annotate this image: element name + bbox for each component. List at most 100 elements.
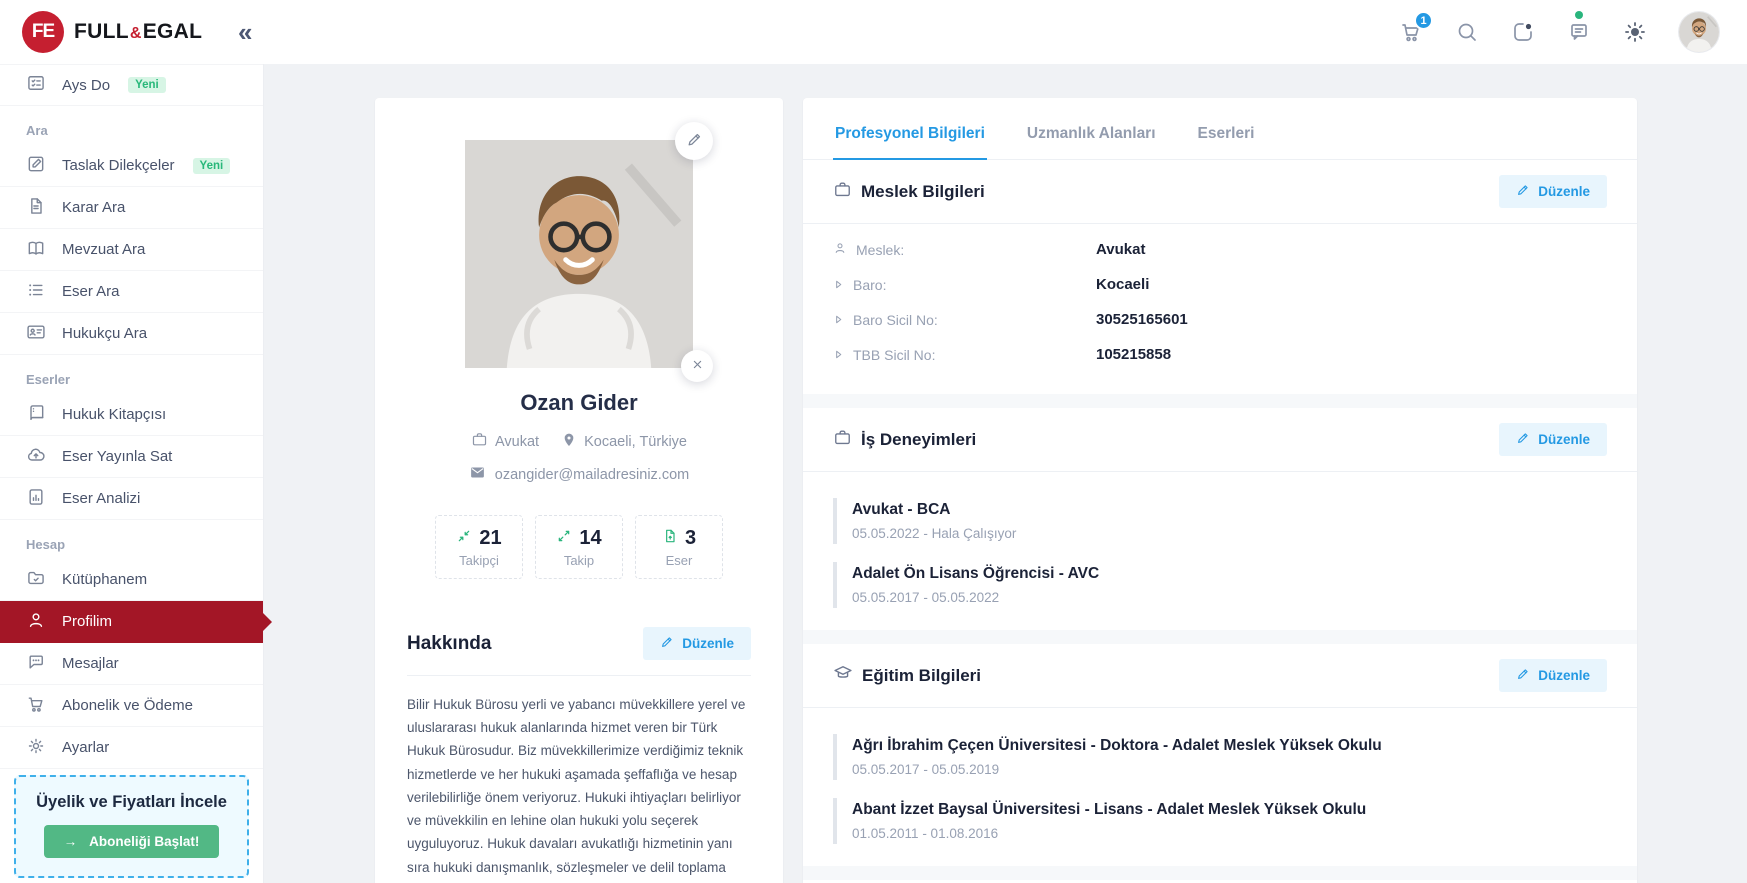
education-title: Abant İzzet Baysal Üniversitesi - Lisans…: [852, 801, 1367, 818]
membership-promo-box: Üyelik ve Fiyatları İncele → Aboneliği B…: [14, 775, 249, 878]
start-subscription-button[interactable]: → Aboneliği Başlat!: [43, 825, 220, 858]
sidebar-item-label: Mesajlar: [62, 655, 119, 672]
sidebar-item-hukukcu-ara[interactable]: Hukukçu Ara: [0, 313, 263, 355]
sidebar-item-ays-do[interactable]: Ays Do Yeni: [0, 64, 263, 106]
sidebar-item-abonelik-ve-odeme[interactable]: Abonelik ve Ödeme: [0, 685, 263, 727]
sidebar-section-ara: Ara: [26, 123, 48, 138]
new-badge: Yeni: [128, 77, 166, 93]
stat-works: 3 Eser: [635, 515, 723, 579]
stat-label: Takipçi: [459, 552, 499, 568]
online-status-dot: [1575, 11, 1583, 19]
profile-photo-wrap: [465, 122, 713, 382]
profile-stats: 21 Takipçi 14 Takip 3 Eser: [407, 515, 751, 579]
sidebar: Ays Do Yeni Ara Taslak Dilekçeler Yeni K…: [0, 64, 264, 883]
photo-edit-button[interactable]: [675, 122, 713, 160]
section-education: Eğitim Bilgileri Düzenle Ağrı İbrahim Çe…: [803, 644, 1637, 866]
about-header: Hakkında Düzenle: [407, 627, 751, 660]
sidebar-item-label: Ayarlar: [62, 739, 110, 756]
sidebar-item-mesajlar[interactable]: Mesajlar: [0, 643, 263, 685]
sidebar-item-label: Abonelik ve Ödeme: [62, 697, 193, 714]
brand-logo[interactable]: FE FULL&EGAL: [0, 11, 236, 53]
profession-meta: Avukat: [471, 431, 539, 452]
experience-period: 05.05.2022 - Hala Çalışıyor: [852, 526, 1017, 541]
cart-icon[interactable]: 1: [1399, 11, 1433, 44]
chat-icon: [26, 652, 46, 676]
field-meslek: Meslek: Avukat: [833, 232, 1607, 267]
cart-icon: [26, 694, 46, 718]
envelope-icon: [469, 464, 486, 485]
pencil-icon: [1516, 183, 1530, 200]
sidebar-item-eser-yayinla-sat[interactable]: Eser Yayınla Sat: [0, 436, 263, 478]
new-badge: Yeni: [192, 157, 231, 174]
user-icon: [26, 610, 46, 634]
section-header: Meslek Bilgileri Düzenle: [803, 160, 1637, 224]
pencil-icon: [1516, 431, 1530, 448]
section-gap: [803, 630, 1637, 644]
messages-icon[interactable]: [1567, 11, 1591, 44]
section-gap: [803, 866, 1637, 880]
stat-label: Takip: [563, 552, 595, 568]
photo-remove-button[interactable]: [681, 350, 713, 382]
field-baro-sicil-no: Baro Sicil No: 30525165601: [833, 302, 1607, 337]
profession-edit-button[interactable]: Düzenle: [1499, 175, 1607, 208]
sidebar-section-eserler: Eserler: [26, 372, 71, 387]
cart-count-badge: 1: [1414, 11, 1433, 30]
sidebar-item-taslak-dilekceler[interactable]: Taslak Dilekçeler Yeni: [0, 145, 263, 187]
sidebar-item-label: Profilim: [62, 613, 113, 630]
sidebar-item-eser-ara[interactable]: Eser Ara: [0, 271, 263, 313]
stat-value: 21: [479, 526, 502, 549]
id-card-icon: [26, 322, 46, 346]
briefcase-icon: [471, 431, 488, 452]
list-icon: [26, 280, 46, 304]
sidebar-item-ayarlar[interactable]: Ayarlar: [0, 727, 263, 769]
gear-icon: [26, 736, 46, 760]
folder-icon: [26, 568, 46, 592]
location-meta: Kocaeli, Türkiye: [561, 431, 687, 452]
close-icon: [690, 357, 705, 375]
section-experience: İş Deneyimleri Düzenle Avukat - BCA 05.0…: [803, 408, 1637, 630]
pencil-icon: [660, 635, 674, 652]
sidebar-item-hukuk-kitapcisi[interactable]: Hukuk Kitapçısı: [0, 394, 263, 436]
caret-icon: [833, 347, 844, 363]
updates-icon[interactable]: [1511, 20, 1535, 44]
cloud-upload-icon: [26, 445, 46, 469]
topbar-actions: 1: [1399, 11, 1747, 52]
sidebar-item-mevzuat-ara[interactable]: Mevzuat Ara: [0, 229, 263, 271]
experience-edit-button[interactable]: Düzenle: [1499, 423, 1607, 456]
experience-item: Adalet Ön Lisans Öğrencisi - AVC 05.05.2…: [833, 562, 1607, 608]
sidebar-item-karar-ara[interactable]: Karar Ara: [0, 187, 263, 229]
section-title: İş Deneyimleri: [861, 429, 977, 449]
field-value: 105215858: [1096, 346, 1172, 363]
theme-toggle-icon[interactable]: [1623, 20, 1647, 44]
search-icon[interactable]: [1455, 20, 1479, 44]
sidebar-item-eser-analizi[interactable]: Eser Analizi: [0, 478, 263, 520]
sidebar-item-label: Ays Do: [62, 76, 111, 94]
field-value: Kocaeli: [1096, 276, 1150, 293]
user-icon: [833, 241, 847, 258]
sidebar-item-kutuphanem[interactable]: Kütüphanem: [0, 559, 263, 601]
file-text-icon: [26, 196, 46, 220]
pencil-icon: [686, 131, 703, 151]
pencil-square-icon: [26, 154, 46, 178]
education-edit-button[interactable]: Düzenle: [1499, 659, 1607, 692]
sidebar-item-label: Taslak Dilekçeler: [62, 157, 175, 174]
user-avatar[interactable]: [1679, 12, 1719, 52]
section-profession: Meslek Bilgileri Düzenle Meslek: Avukat: [803, 160, 1637, 394]
field-label-text: Baro Sicil No:: [853, 311, 938, 328]
sidebar-item-label: Karar Ara: [62, 199, 126, 216]
professional-info-card: Profesyonel Bilgileri Uzmanlık Alanları …: [803, 98, 1637, 883]
sidebar-item-profilim[interactable]: Profilim: [0, 601, 263, 643]
sidebar-collapse-button[interactable]: «: [238, 17, 253, 47]
about-edit-button[interactable]: Düzenle: [643, 627, 751, 660]
tab-profesyonel-bilgileri[interactable]: Profesyonel Bilgileri: [833, 98, 987, 160]
profile-meta: Avukat Kocaeli, Türkiye: [407, 431, 751, 452]
sidebar-item-label: Eser Yayınla Sat: [62, 448, 173, 465]
tab-eserleri[interactable]: Eserleri: [1197, 125, 1255, 142]
sidebar-item-label: Kütüphanem: [62, 571, 148, 588]
section-body: Avukat - BCA 05.05.2022 - Hala Çalışıyor…: [803, 472, 1637, 630]
arrows-in-icon: [456, 528, 472, 549]
tab-uzmanlik-alanlari[interactable]: Uzmanlık Alanları: [1026, 125, 1156, 142]
sidebar-section-hesap: Hesap: [26, 537, 66, 552]
field-value: 30525165601: [1096, 311, 1188, 328]
section-title: Meslek Bilgileri: [861, 181, 985, 201]
